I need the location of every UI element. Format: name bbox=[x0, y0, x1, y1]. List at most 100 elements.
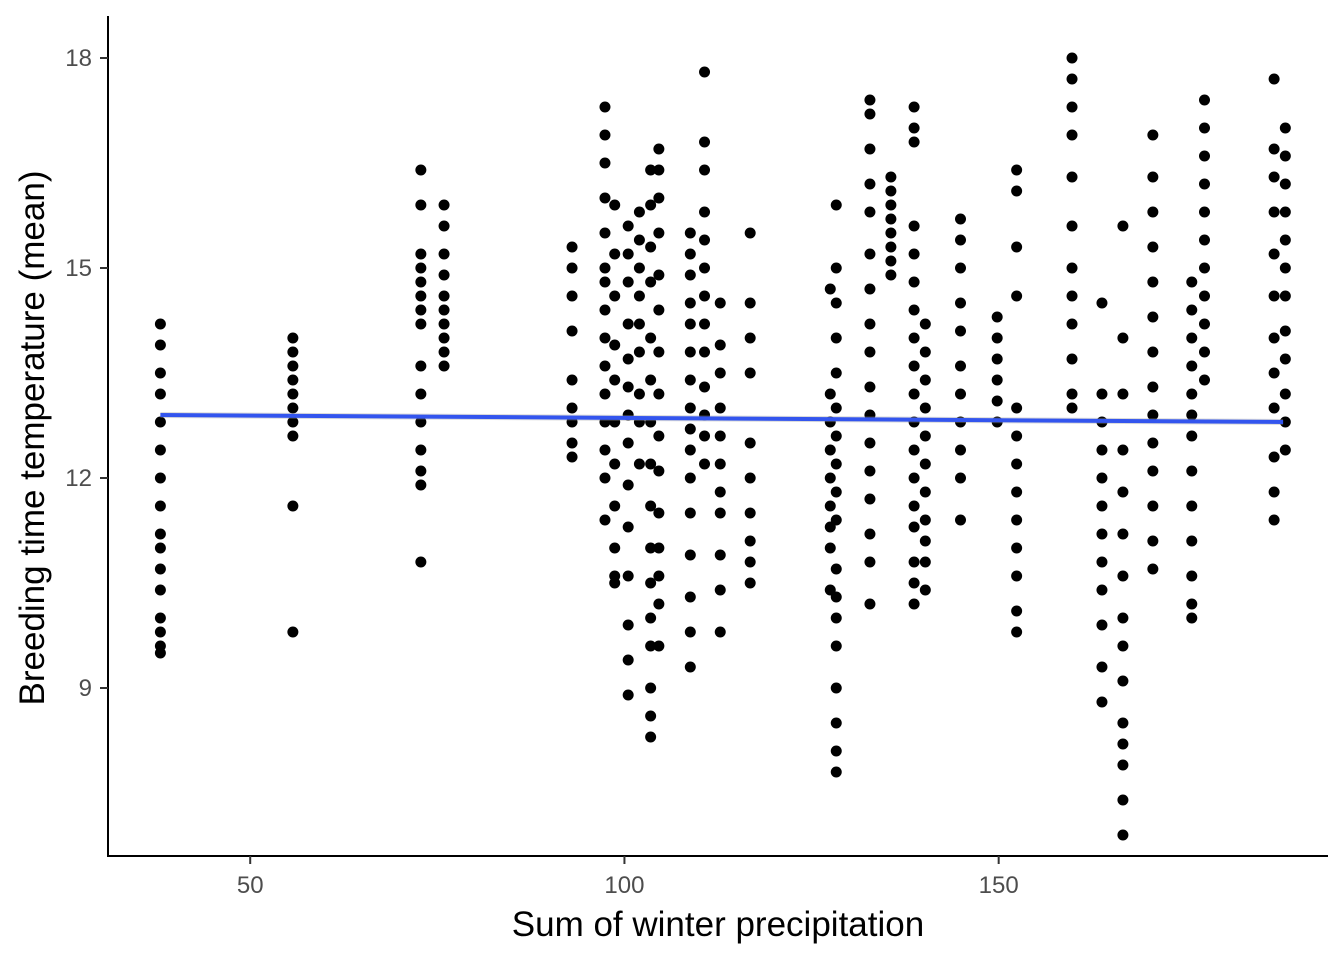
data-point bbox=[955, 514, 967, 526]
data-point bbox=[1279, 290, 1291, 302]
data-point bbox=[1066, 353, 1078, 365]
data-point bbox=[699, 381, 711, 393]
data-point bbox=[645, 731, 657, 743]
data-point bbox=[824, 388, 836, 400]
data-point bbox=[864, 94, 876, 106]
data-point bbox=[824, 472, 836, 484]
data-point bbox=[622, 381, 634, 393]
data-point bbox=[919, 346, 931, 358]
data-point bbox=[1066, 52, 1078, 64]
data-point bbox=[991, 395, 1003, 407]
data-point bbox=[653, 143, 665, 155]
data-point bbox=[955, 234, 967, 246]
data-point bbox=[864, 381, 876, 393]
data-point bbox=[287, 416, 299, 428]
data-point bbox=[1199, 94, 1211, 106]
data-point bbox=[684, 402, 696, 414]
data-point bbox=[744, 535, 756, 547]
trend-layer bbox=[160, 412, 1284, 425]
data-point bbox=[1268, 290, 1280, 302]
data-point bbox=[1186, 500, 1198, 512]
data-point bbox=[830, 745, 842, 757]
data-point bbox=[1279, 388, 1291, 400]
x-tick-label: 50 bbox=[237, 872, 264, 899]
data-point bbox=[919, 556, 931, 568]
data-point bbox=[830, 262, 842, 274]
data-point bbox=[714, 549, 726, 561]
data-point bbox=[991, 353, 1003, 365]
data-point bbox=[885, 241, 897, 253]
data-point bbox=[1147, 409, 1159, 421]
data-point bbox=[1279, 178, 1291, 190]
data-point bbox=[622, 654, 634, 666]
data-point bbox=[653, 269, 665, 281]
data-point bbox=[1096, 297, 1108, 309]
data-point bbox=[684, 248, 696, 260]
data-point bbox=[438, 332, 450, 344]
data-point bbox=[1268, 248, 1280, 260]
data-point bbox=[287, 500, 299, 512]
data-point bbox=[1066, 101, 1078, 113]
data-point bbox=[1199, 150, 1211, 162]
trend-line bbox=[160, 413, 1284, 424]
y-tick-label: 9 bbox=[79, 675, 92, 702]
data-point bbox=[599, 472, 611, 484]
data-point bbox=[1147, 500, 1159, 512]
data-point bbox=[830, 591, 842, 603]
data-point bbox=[154, 542, 166, 554]
data-point bbox=[714, 584, 726, 596]
y-tick-label: 15 bbox=[65, 255, 92, 282]
data-point bbox=[714, 507, 726, 519]
data-point bbox=[1199, 346, 1211, 358]
data-point bbox=[1117, 738, 1129, 750]
data-point bbox=[684, 661, 696, 673]
data-point bbox=[1117, 486, 1129, 498]
data-point bbox=[1011, 458, 1023, 470]
data-point bbox=[908, 276, 920, 288]
data-point bbox=[438, 269, 450, 281]
data-point bbox=[864, 248, 876, 260]
data-point bbox=[830, 402, 842, 414]
data-point bbox=[1199, 374, 1211, 386]
data-point bbox=[824, 283, 836, 295]
data-point bbox=[699, 346, 711, 358]
data-point bbox=[955, 297, 967, 309]
data-point bbox=[864, 318, 876, 330]
data-point bbox=[919, 535, 931, 547]
data-point bbox=[1096, 472, 1108, 484]
data-point bbox=[154, 500, 166, 512]
data-point bbox=[830, 458, 842, 470]
data-point bbox=[1147, 311, 1159, 323]
data-point bbox=[830, 514, 842, 526]
data-point bbox=[645, 542, 657, 554]
data-point bbox=[154, 563, 166, 575]
data-point bbox=[1186, 570, 1198, 582]
data-point bbox=[684, 297, 696, 309]
data-point bbox=[1147, 346, 1159, 358]
y-axis-title: Breeding time temperature (mean) bbox=[13, 171, 52, 706]
data-point bbox=[154, 626, 166, 638]
data-point bbox=[864, 465, 876, 477]
data-point bbox=[154, 612, 166, 624]
data-point bbox=[1117, 388, 1129, 400]
y-axis-ticks: 9 12 15 18 bbox=[65, 45, 108, 702]
data-point bbox=[684, 626, 696, 638]
data-point bbox=[1066, 318, 1078, 330]
data-point bbox=[744, 227, 756, 239]
data-point bbox=[919, 458, 931, 470]
data-point bbox=[154, 339, 166, 351]
data-point bbox=[864, 206, 876, 218]
data-point bbox=[714, 430, 726, 442]
data-point bbox=[438, 248, 450, 260]
data-point bbox=[1147, 437, 1159, 449]
data-point bbox=[599, 227, 611, 239]
data-point bbox=[566, 241, 578, 253]
data-point bbox=[991, 332, 1003, 344]
data-point bbox=[1066, 171, 1078, 183]
data-point bbox=[566, 402, 578, 414]
data-point bbox=[415, 416, 427, 428]
data-point bbox=[830, 563, 842, 575]
data-point bbox=[633, 262, 645, 274]
data-point bbox=[438, 360, 450, 372]
data-point bbox=[645, 710, 657, 722]
